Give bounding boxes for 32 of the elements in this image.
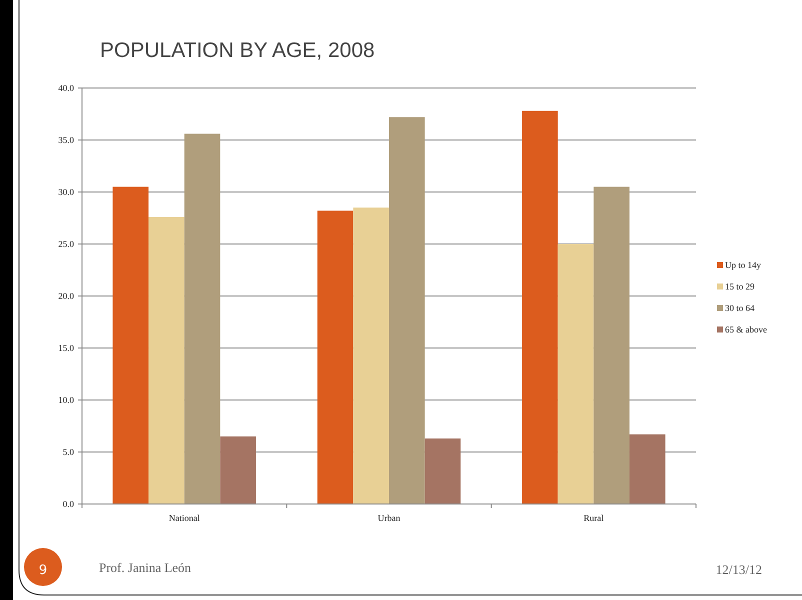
bar (522, 110, 558, 504)
y-tick-label: 10.0 (58, 394, 74, 405)
bar (594, 186, 630, 504)
bar (148, 216, 184, 504)
chart-title: POPULATION BY AGE, 2008 (100, 39, 375, 62)
legend-label: Up to 14y (725, 260, 762, 270)
y-tick-label: 30.0 (58, 186, 74, 197)
bar (220, 436, 256, 504)
text: 9 (38, 563, 48, 578)
text: Prof. Janina León (99, 560, 192, 575)
bar (353, 208, 389, 504)
x-tick-label: National (168, 513, 200, 523)
bar (558, 244, 594, 504)
y-tick-label: 35.0 (58, 134, 74, 145)
x-tick-label: Urban (378, 513, 401, 523)
y-tick-label: 40.0 (58, 82, 74, 93)
bar (317, 210, 354, 504)
bar (184, 134, 220, 504)
y-tick-label: 25.0 (58, 238, 74, 249)
y-tick-label: 5.0 (62, 446, 74, 457)
legend-label: 65 & above (725, 324, 767, 334)
legend-label: 30 to 64 (725, 303, 755, 313)
bar (424, 438, 461, 504)
y-tick-label: 15.0 (58, 342, 74, 353)
x-tick-label: Rural (584, 513, 604, 523)
bar (112, 186, 149, 504)
legend-label: 15 to 29 (725, 282, 755, 292)
bar (389, 117, 425, 504)
text: 12/13/12 (716, 562, 762, 577)
y-tick-label: 20.0 (58, 290, 74, 301)
y-tick-label: 0.0 (62, 498, 74, 509)
bar (629, 434, 666, 504)
